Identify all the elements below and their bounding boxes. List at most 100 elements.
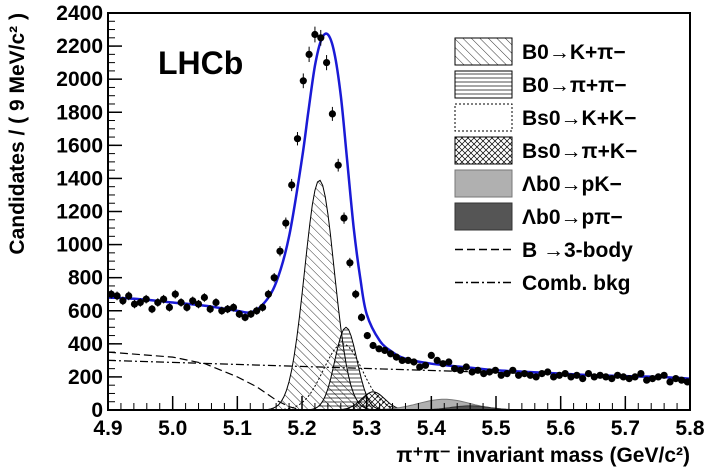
- data-point: [654, 373, 662, 381]
- y-tick-label: 2000: [56, 68, 103, 91]
- y-tick-label: 1400: [56, 167, 103, 190]
- data-point: [614, 371, 622, 379]
- data-point: [375, 345, 383, 353]
- data-point: [148, 305, 156, 313]
- component-b0-pipi: [108, 326, 690, 411]
- data-point: [206, 305, 214, 313]
- data-point: [130, 300, 139, 308]
- y-axis: 0 200 400 600 800 1000 1200 1400 1600 1800 2000 220…: [56, 2, 122, 422]
- data-point: [416, 363, 424, 371]
- data-point: [235, 310, 243, 318]
- data-point: [619, 373, 628, 381]
- data-point: [398, 356, 406, 364]
- data-point: [625, 375, 633, 383]
- data-point: [125, 292, 133, 300]
- data-point: [317, 34, 325, 42]
- x-tick-label: 5.1: [223, 417, 253, 440]
- data-point: [526, 371, 534, 379]
- data-point: [212, 298, 220, 307]
- data-point: [660, 371, 668, 379]
- data-point: [439, 360, 447, 368]
- legend-label: Λb0→pK−: [522, 173, 622, 196]
- data-point: [678, 376, 686, 384]
- data-point: [561, 370, 569, 378]
- data-point: [427, 351, 435, 359]
- data-point: [555, 371, 564, 379]
- data-point: [485, 368, 494, 376]
- legend-swatch: [454, 136, 513, 165]
- data-point: [142, 295, 150, 303]
- legend: B0→K+π− B0→π+π− Bs0→K+K− Bs0→π+K− Λb0→pK− Λb0…: [454, 37, 637, 295]
- data-point: [247, 310, 255, 318]
- legend-swatch: [454, 70, 513, 99]
- legend-entry: Λb0→pK−: [454, 169, 622, 198]
- data-point: [282, 219, 290, 227]
- data-point: [666, 378, 674, 386]
- x-tick-label: 5.7: [611, 417, 640, 440]
- data-point: [532, 373, 540, 381]
- data-point: [276, 247, 284, 255]
- data-point: [421, 361, 430, 369]
- legend-entry: B0→K+π−: [454, 37, 626, 66]
- data-point: [602, 373, 610, 381]
- y-tick-label: 1000: [56, 234, 103, 257]
- data-point: [462, 363, 470, 371]
- y-tick-label: 1800: [56, 101, 103, 124]
- y-tick-label: 0: [91, 399, 103, 422]
- legend-label: Comb. bkg: [522, 272, 631, 295]
- data-point: [491, 366, 499, 374]
- legend-entry: B0→π+π−: [454, 70, 627, 99]
- data-point: [637, 370, 645, 378]
- y-tick-label: 800: [68, 267, 103, 290]
- x-tick-label: 5.6: [546, 417, 575, 440]
- x-axis-title: π⁺π⁻ invariant mass (GeV/c²): [396, 444, 690, 467]
- data-point: [229, 303, 238, 311]
- data-point: [305, 50, 313, 59]
- data-point: [334, 161, 342, 169]
- legend-swatch: [454, 169, 513, 198]
- data-point: [352, 290, 360, 298]
- data-point: [643, 376, 651, 384]
- legend-swatch: [454, 202, 513, 231]
- data-point: [259, 303, 267, 311]
- data-point: [177, 298, 185, 307]
- data-point: [363, 332, 371, 340]
- x-tick-label: 4.9: [93, 417, 122, 440]
- data-point: [200, 293, 208, 302]
- y-tick-label: 1600: [56, 134, 103, 157]
- x-tick-label: 5.5: [481, 417, 511, 440]
- data-point: [270, 274, 278, 282]
- data-point: [468, 368, 476, 376]
- data-point: [392, 353, 400, 361]
- data-point: [241, 313, 249, 321]
- data-point: [381, 346, 389, 354]
- data-point: [550, 373, 558, 381]
- data-point: [136, 298, 144, 307]
- data-point: [567, 373, 575, 381]
- legend-entry: Comb. bkg: [455, 272, 631, 295]
- data-point: [404, 356, 412, 364]
- legend-swatch: [454, 103, 513, 132]
- legend-swatch: [454, 37, 513, 66]
- data-point: [590, 373, 598, 381]
- data-point: [224, 305, 232, 313]
- data-point: [113, 292, 121, 300]
- data-point: [328, 110, 336, 118]
- data-point: [264, 290, 272, 298]
- y-tick-label: 2200: [56, 35, 103, 58]
- data-point: [672, 375, 680, 383]
- y-tick-label: 2400: [56, 2, 103, 25]
- legend-label: Bs0→π+K−: [522, 140, 637, 163]
- data-point: [445, 358, 453, 366]
- x-tick-label: 5.8: [675, 417, 705, 440]
- legend-label: Bs0→K+K−: [522, 107, 636, 130]
- data-point: [154, 298, 162, 307]
- data-point: [311, 30, 319, 39]
- data-point: [579, 375, 587, 383]
- data-point: [288, 181, 296, 189]
- legend-entry: Bs0→π+K−: [454, 136, 637, 165]
- y-tick-label: 200: [68, 366, 103, 389]
- data-point: [608, 375, 616, 383]
- data-point: [648, 375, 657, 383]
- data-point: [631, 373, 639, 381]
